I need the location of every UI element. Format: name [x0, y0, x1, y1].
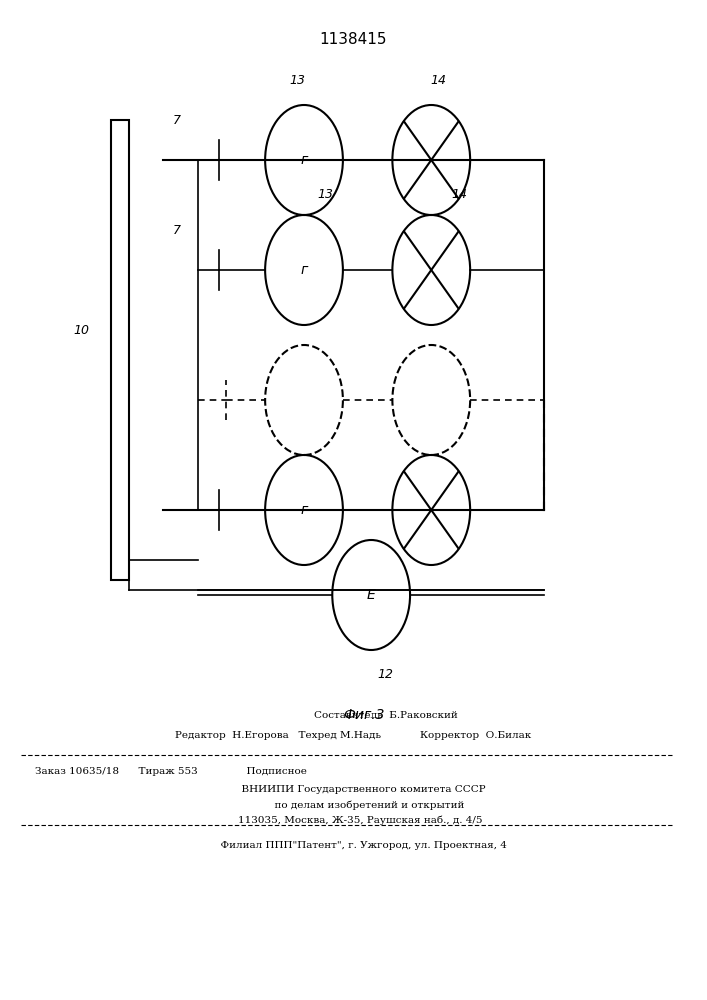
Text: 13: 13 — [289, 74, 305, 87]
Text: 14: 14 — [452, 188, 467, 202]
Text: 7: 7 — [173, 113, 181, 126]
Text: 1138415: 1138415 — [320, 32, 387, 47]
Text: 13: 13 — [317, 188, 333, 202]
Text: 12: 12 — [378, 668, 393, 682]
Text: г: г — [300, 503, 308, 517]
Text: г: г — [300, 153, 308, 167]
Text: 10: 10 — [74, 324, 89, 336]
Text: Фиг.3: Фиг.3 — [344, 708, 385, 722]
Text: по делам изобретений и открытий: по делам изобретений и открытий — [243, 800, 464, 810]
Text: Редактор  Н.Егорова   Техред М.Надь            Корректор  О.Билак: Редактор Н.Егорова Техред М.Надь Коррект… — [175, 730, 532, 740]
Text: ВНИИПИ Государственного комитета СССР: ВНИИПИ Государственного комитета СССР — [222, 786, 485, 794]
Text: 113035, Москва, Ж-35, Раушская наб., д. 4/5: 113035, Москва, Ж-35, Раушская наб., д. … — [225, 815, 482, 825]
Text: 7: 7 — [173, 224, 181, 236]
Text: г: г — [300, 263, 308, 277]
Text: 14: 14 — [431, 74, 446, 87]
Text: Филиал ППП"Патент", г. Ужгород, ул. Проектная, 4: Филиал ППП"Патент", г. Ужгород, ул. Прое… — [201, 840, 506, 850]
Text: E: E — [367, 588, 375, 602]
FancyBboxPatch shape — [111, 120, 129, 580]
Text: Составитель  Б.Раковский: Составитель Б.Раковский — [249, 710, 458, 720]
Text: Заказ 10635/18      Тираж 553               Подписное: Заказ 10635/18 Тираж 553 Подписное — [35, 768, 308, 776]
